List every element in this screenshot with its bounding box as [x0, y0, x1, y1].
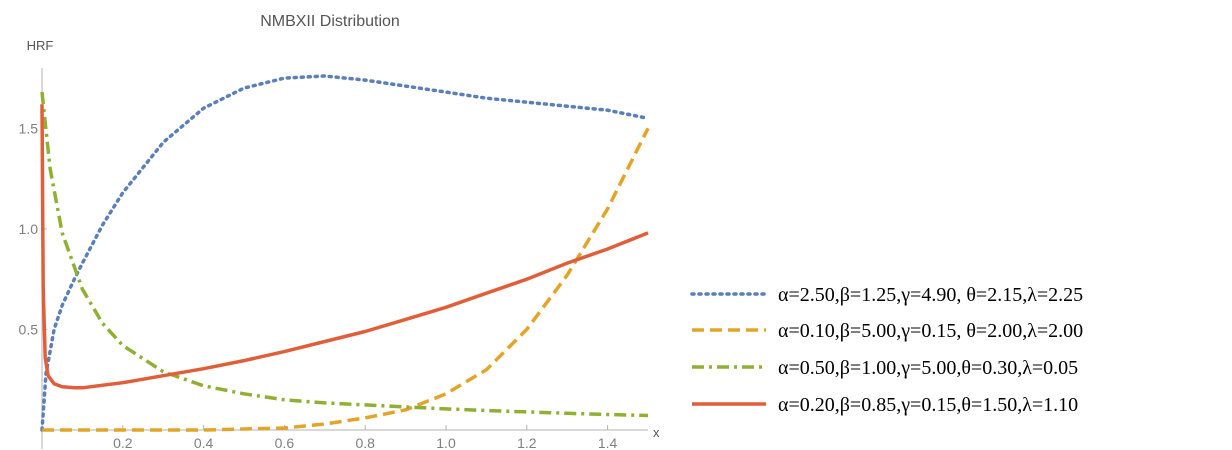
- series-line-1: [40, 74, 650, 432]
- legend: α=2.50,β=1.25,γ=4.90, θ=2.15,λ=2.25 α=0.1…: [690, 284, 1083, 416]
- x-tick-label: 0.8: [355, 435, 375, 450]
- y-tick-label: 0.5: [19, 321, 39, 337]
- y-axis-label: HRF: [27, 38, 54, 53]
- chart-title: NMBXII Distribution: [260, 13, 400, 30]
- series-line-2: [42, 127, 650, 432]
- legend-label-2: α=0.10,β=5.00,γ=0.15, θ=2.00,λ=2.00: [778, 320, 1083, 342]
- series-line-4: [40, 104, 649, 390]
- x-axis-label: x: [653, 425, 660, 440]
- x-tick-label: 1.0: [436, 435, 456, 450]
- plot-area: [40, 74, 650, 432]
- axis-ticks: 0.2 0.4 0.6 0.8 1.0 1.2 1.4 0.5 1.0 1.5: [19, 120, 618, 450]
- x-tick-label: 0.6: [275, 435, 295, 450]
- x-tick-label: 1.2: [517, 435, 537, 450]
- legend-label-4: α=0.20,β=0.85,γ=0.15,θ=1.50,λ=1.10: [778, 394, 1078, 416]
- series-line-3: [40, 91, 649, 418]
- x-tick-label: 1.4: [598, 435, 618, 450]
- y-tick-label: 1.0: [19, 221, 39, 237]
- x-tick-label: 0.2: [113, 435, 133, 450]
- legend-label-1: α=2.50,β=1.25,γ=4.90, θ=2.15,λ=2.25: [778, 284, 1083, 306]
- legend-label-3: α=0.50,β=1.00,γ=5.00,θ=0.30,λ=0.05: [778, 357, 1078, 379]
- x-tick-label: 0.4: [194, 435, 214, 450]
- y-tick-label: 1.5: [19, 120, 39, 136]
